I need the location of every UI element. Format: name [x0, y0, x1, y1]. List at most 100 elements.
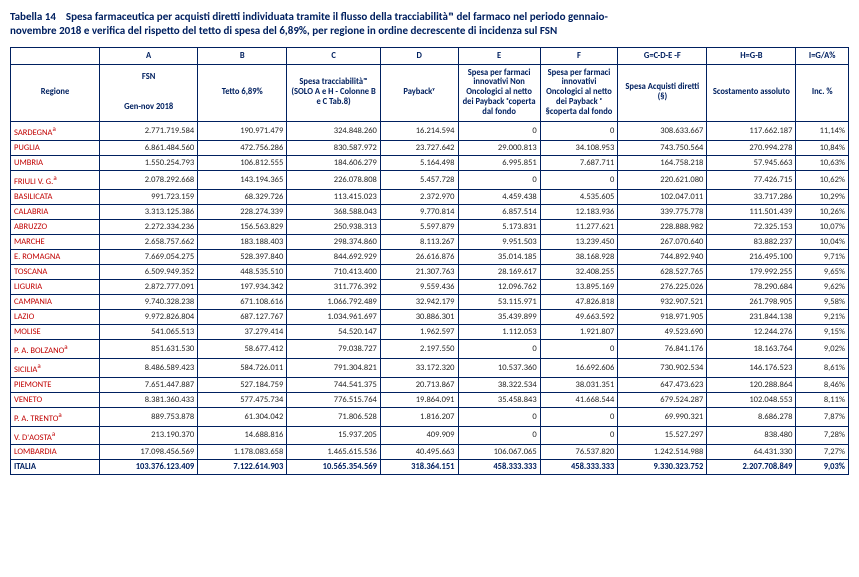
cell-d: 409.909 — [380, 426, 458, 445]
cell-d: 2.197.550 — [380, 340, 458, 359]
hdr-h: Scostamento assoluto — [707, 64, 796, 122]
region-cell: LAZIO — [11, 310, 100, 325]
cell-c: 776.515.764 — [287, 392, 381, 407]
cell-h: 8.686.278 — [707, 407, 796, 426]
title-line1: Tabella 14 Spesa farmaceutica per acquis… — [10, 10, 608, 23]
cell-i: 8,61% — [796, 358, 849, 377]
cell-h: 33.717.286 — [707, 190, 796, 205]
cell-a: 7.651.447.887 — [100, 377, 198, 392]
cell-c: 791.304.821 — [287, 358, 381, 377]
cell-c: 830.587.972 — [287, 141, 381, 156]
region-cell: ITALIA — [11, 460, 100, 475]
cell-f: 76.537.820 — [540, 445, 618, 460]
region-cell: MARCHE — [11, 235, 100, 250]
region-cell: P. A. TRENTOa — [11, 407, 100, 426]
cell-g: 647.473.623 — [618, 377, 707, 392]
region-cell: FRIULI V. G.a — [11, 171, 100, 190]
cell-f: 47.826.818 — [540, 295, 618, 310]
col-letter-1: A — [100, 47, 198, 64]
cell-i: 8,11% — [796, 392, 849, 407]
table-row: TOSCANA6.509.949.352448.535.510710.413.4… — [11, 265, 849, 280]
cell-c: 10.565.354.569 — [287, 460, 381, 475]
region-cell: CALABRIA — [11, 205, 100, 220]
cell-d: 32.942.179 — [380, 295, 458, 310]
cell-f: 16.692.606 — [540, 358, 618, 377]
cell-h: 18.163.764 — [707, 340, 796, 359]
cell-f: 38.168.928 — [540, 250, 618, 265]
hdr-a: FSN Gen-nov 2018 — [100, 64, 198, 122]
table-row: SARDEGNAa2.771.719.584190.971.479324.848… — [11, 122, 849, 141]
cell-h: 64.431.330 — [707, 445, 796, 460]
cell-f: 1.921.807 — [540, 325, 618, 340]
cell-b: 14.688.816 — [198, 426, 287, 445]
cell-g: 76.841.176 — [618, 340, 707, 359]
cell-d: 5.597.879 — [380, 220, 458, 235]
cell-d: 1.962.597 — [380, 325, 458, 340]
cell-c: 113.415.023 — [287, 190, 381, 205]
cell-f: 13.239.450 — [540, 235, 618, 250]
cell-e: 1.112.053 — [458, 325, 540, 340]
hdr-g: Spesa Acquisti diretti (§) — [618, 64, 707, 122]
cell-b: 68.329.726 — [198, 190, 287, 205]
region-cell: BASILICATA — [11, 190, 100, 205]
table-row: UMBRIA1.550.254.793106.812.555184.606.27… — [11, 156, 849, 171]
cell-g: 744.892.940 — [618, 250, 707, 265]
cell-a: 9.740.328.238 — [100, 295, 198, 310]
region-cell: LOMBARDIA — [11, 445, 100, 460]
cell-g: 49.523.690 — [618, 325, 707, 340]
cell-h: 111.501.439 — [707, 205, 796, 220]
table-row: P. A. TRENTOa889.753.87861.304.04271.806… — [11, 407, 849, 426]
cell-g: 164.758.218 — [618, 156, 707, 171]
cell-e: 29.000.813 — [458, 141, 540, 156]
cell-d: 20.713.867 — [380, 377, 458, 392]
cell-e: 53.115.971 — [458, 295, 540, 310]
cell-a: 541.065.513 — [100, 325, 198, 340]
cell-e: 6.857.514 — [458, 205, 540, 220]
table-row: MOLISE541.065.51337.279.41454.520.1471.9… — [11, 325, 849, 340]
col-letter-8: H=G-B — [707, 47, 796, 64]
cell-b: 7.122.614.903 — [198, 460, 287, 475]
hdr-c: Spesa tracciabilitàᵐ (SOLO A e H - Colon… — [287, 64, 381, 122]
hdr-f: Spesa per farmaci innovativi Oncologici … — [540, 64, 618, 122]
col-letter-3: C — [287, 47, 381, 64]
region-cell: MOLISE — [11, 325, 100, 340]
cell-g: 932.907.521 — [618, 295, 707, 310]
table-row: ABRUZZO2.272.334.236156.563.829250.938.3… — [11, 220, 849, 235]
cell-c: 844.692.929 — [287, 250, 381, 265]
cell-h: 102.048.553 — [707, 392, 796, 407]
cell-a: 889.753.878 — [100, 407, 198, 426]
cell-f: 458.333.333 — [540, 460, 618, 475]
cell-f: 38.031.351 — [540, 377, 618, 392]
cell-f: 11.277.621 — [540, 220, 618, 235]
table-title: Tabella 14 Spesa farmaceutica per acquis… — [10, 10, 849, 39]
cell-b: 58.677.412 — [198, 340, 287, 359]
cell-h: 12.244.276 — [707, 325, 796, 340]
table-row: VENETO8.381.360.433577.475.734776.515.76… — [11, 392, 849, 407]
cell-e: 458.333.333 — [458, 460, 540, 475]
region-cell: PIEMONTE — [11, 377, 100, 392]
cell-b: 584.726.011 — [198, 358, 287, 377]
cell-b: 472.756.286 — [198, 141, 287, 156]
cell-e: 38.322.534 — [458, 377, 540, 392]
cell-i: 7,87% — [796, 407, 849, 426]
cell-g: 69.990.321 — [618, 407, 707, 426]
cell-f: 49.663.592 — [540, 310, 618, 325]
cell-a: 2.658.757.662 — [100, 235, 198, 250]
cell-b: 106.812.555 — [198, 156, 287, 171]
cell-c: 324.848.260 — [287, 122, 381, 141]
cell-g: 730.902.534 — [618, 358, 707, 377]
cell-a: 2.272.334.236 — [100, 220, 198, 235]
cell-h: 83.882.237 — [707, 235, 796, 250]
table-row: P. A. BOLZANOa851.631.53058.677.41279.03… — [11, 340, 849, 359]
cell-a: 3.313.125.386 — [100, 205, 198, 220]
cell-e: 0 — [458, 426, 540, 445]
cell-f: 0 — [540, 426, 618, 445]
region-cell: LIGURIA — [11, 280, 100, 295]
cell-f: 12.183.936 — [540, 205, 618, 220]
cell-a: 9.972.826.804 — [100, 310, 198, 325]
col-letter-9: I=G/A% — [796, 47, 849, 64]
region-cell: ABRUZZO — [11, 220, 100, 235]
cell-b: 37.279.414 — [198, 325, 287, 340]
cell-f: 34.108.953 — [540, 141, 618, 156]
table-body: SARDEGNAa2.771.719.584190.971.479324.848… — [11, 122, 849, 475]
